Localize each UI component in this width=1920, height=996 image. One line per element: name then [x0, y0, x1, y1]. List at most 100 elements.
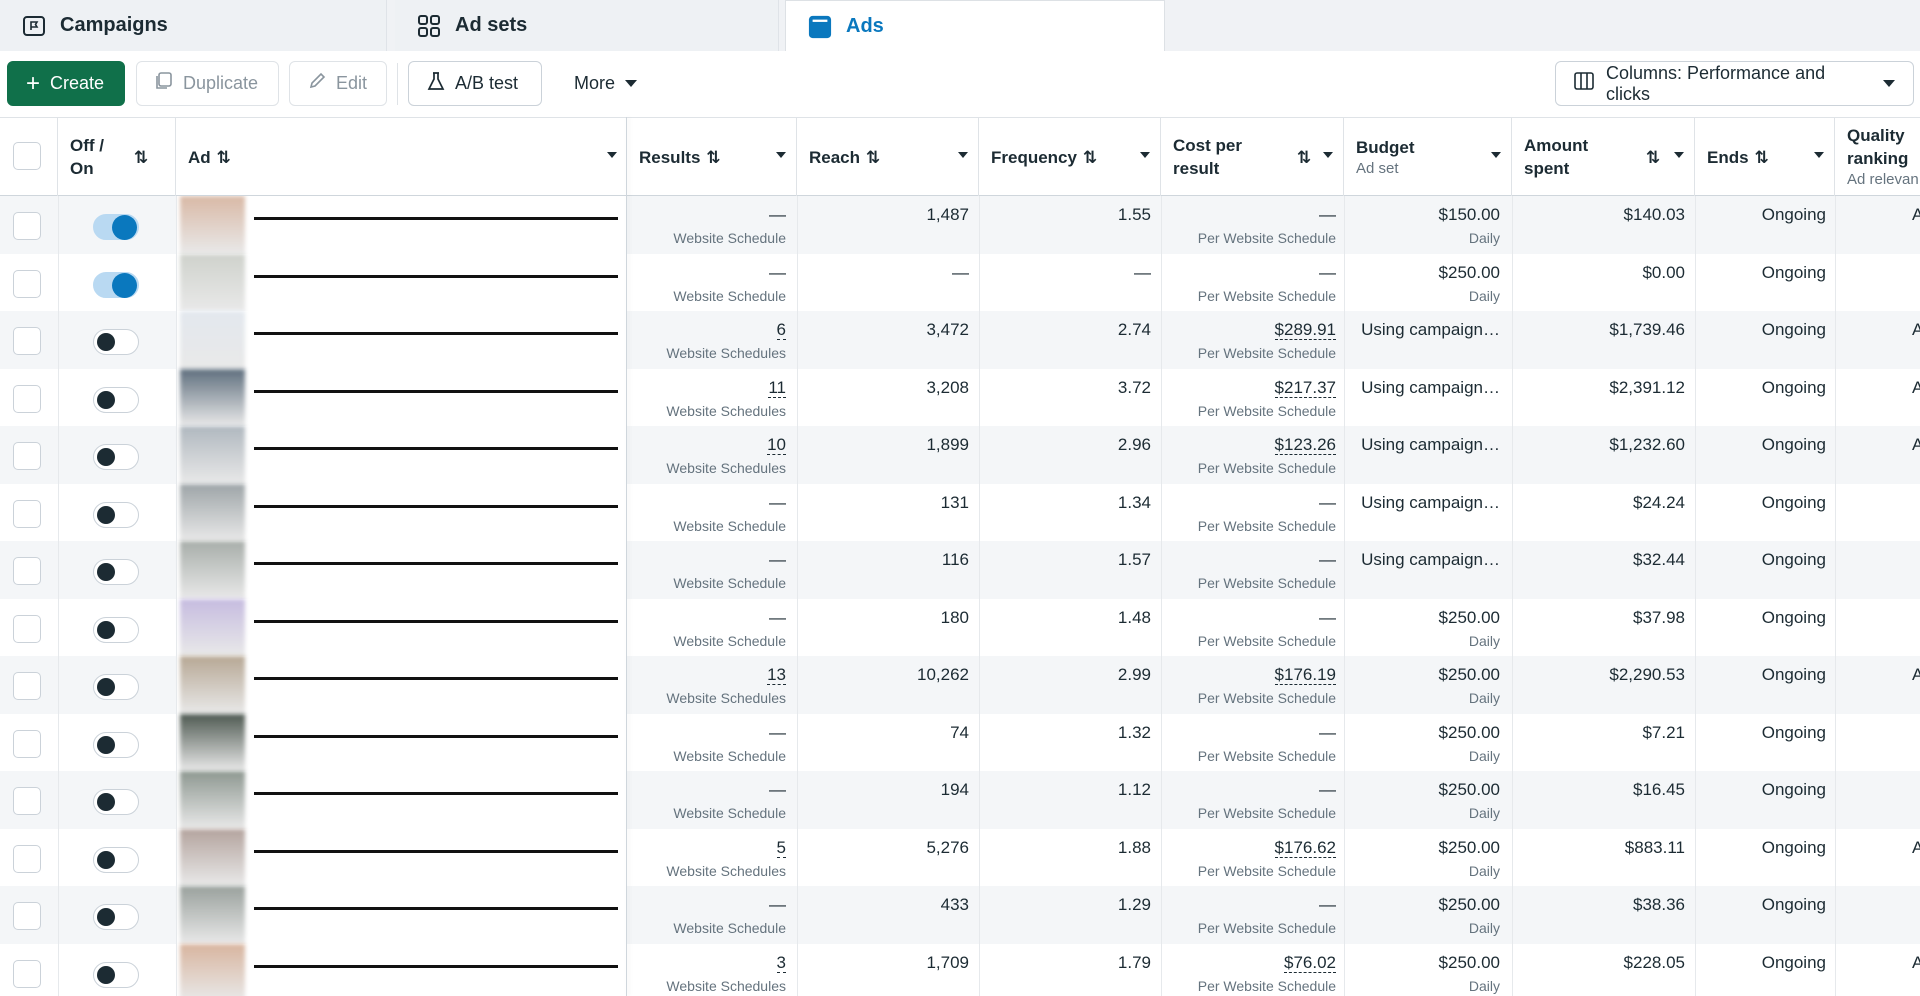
caret-down-icon[interactable]	[1674, 152, 1684, 158]
table-row[interactable]: — Website Schedule 194 1.12 — Per Websit…	[0, 771, 1920, 829]
row-checkbox[interactable]	[13, 212, 41, 240]
caret-down-icon[interactable]	[1814, 152, 1824, 158]
ad-status-toggle[interactable]	[93, 386, 139, 413]
row-checkbox[interactable]	[13, 499, 41, 528]
row-checkbox[interactable]	[13, 557, 41, 585]
ad-status-toggle[interactable]	[93, 444, 139, 470]
ab-test-button[interactable]: A/B test	[408, 61, 542, 106]
row-checkbox[interactable]	[13, 384, 41, 413]
col-quality-ranking[interactable]: Quality ranking Ad relevan	[1835, 118, 1920, 196]
caret-down-icon[interactable]	[607, 152, 617, 158]
ad-status-toggle[interactable]	[93, 961, 139, 988]
ad-name-cell[interactable]	[176, 426, 627, 484]
ad-status-toggle[interactable]	[93, 731, 139, 758]
results-value[interactable]: 13	[767, 665, 786, 685]
col-amount-spent[interactable]: Amount spent ⇅	[1512, 118, 1695, 196]
row-checkbox[interactable]	[13, 959, 41, 988]
col-cost-per-result[interactable]: Cost per result ⇅	[1161, 118, 1344, 196]
ad-name-cell[interactable]	[176, 598, 627, 656]
sort-icon[interactable]: ⇅	[216, 147, 231, 167]
ad-status-toggle[interactable]	[93, 846, 139, 873]
ad-status-toggle[interactable]	[93, 904, 139, 930]
col-results[interactable]: Results ⇅	[627, 118, 797, 196]
caret-down-icon[interactable]	[1491, 152, 1501, 158]
sort-icon[interactable]: ⇅	[1646, 147, 1661, 167]
results-value[interactable]: 5	[776, 837, 786, 858]
sort-icon[interactable]: ⇅	[134, 147, 149, 167]
cost-value[interactable]: $176.19	[1274, 665, 1336, 685]
ad-name-cell[interactable]	[176, 253, 627, 311]
col-ad[interactable]: Ad ⇅	[176, 118, 627, 196]
row-checkbox[interactable]	[13, 327, 41, 355]
tab-campaigns[interactable]: Campaigns	[0, 0, 387, 51]
row-checkbox[interactable]	[13, 844, 41, 873]
table-row[interactable]: 3 Website Schedules 1,709 1.79 $76.02 Pe…	[0, 943, 1920, 996]
edit-button[interactable]: Edit	[289, 61, 387, 106]
results-value[interactable]: 6	[776, 320, 786, 340]
col-off-on[interactable]: Off / On ⇅	[58, 118, 176, 196]
table-row[interactable]: — Website Schedule 116 1.57 — Per Websit…	[0, 541, 1920, 599]
ad-name-cell[interactable]	[176, 368, 627, 426]
results-value[interactable]: 3	[776, 952, 786, 973]
cost-value[interactable]: $76.02	[1284, 952, 1336, 973]
more-button[interactable]: More	[555, 61, 660, 106]
duplicate-button[interactable]: Duplicate	[136, 61, 279, 106]
col-reach[interactable]: Reach ⇅	[797, 118, 979, 196]
sort-icon[interactable]: ⇅	[866, 147, 881, 167]
row-checkbox[interactable]	[13, 729, 41, 758]
ad-status-toggle[interactable]	[93, 329, 139, 355]
ad-status-toggle[interactable]	[93, 559, 139, 585]
ad-name-cell[interactable]	[176, 311, 627, 369]
table-row[interactable]: 11 Website Schedules 3,208 3.72 $217.37 …	[0, 368, 1920, 426]
caret-down-icon[interactable]	[1140, 152, 1150, 158]
sort-icon[interactable]: ⇅	[1297, 147, 1312, 167]
ad-name-cell[interactable]	[176, 196, 627, 254]
caret-down-icon[interactable]	[958, 152, 968, 158]
table-row[interactable]: — Website Schedule 433 1.29 — Per Websit…	[0, 886, 1920, 944]
table-row[interactable]: — Website Schedule 131 1.34 — Per Websit…	[0, 483, 1920, 541]
sort-icon[interactable]: ⇅	[1082, 147, 1098, 167]
row-checkbox[interactable]	[13, 787, 41, 815]
table-row[interactable]: 13 Website Schedules 10,262 2.99 $176.19…	[0, 656, 1920, 714]
ad-name-cell[interactable]	[176, 828, 627, 886]
ad-status-toggle[interactable]	[93, 271, 139, 298]
col-ends[interactable]: Ends ⇅	[1695, 118, 1835, 196]
ad-name-cell[interactable]	[176, 713, 627, 771]
tab-ads[interactable]: Ads	[785, 0, 1165, 52]
sort-icon[interactable]: ⇅	[706, 147, 721, 167]
ad-status-toggle[interactable]	[93, 616, 139, 643]
ad-status-toggle[interactable]	[93, 674, 139, 700]
table-row[interactable]: — Website Schedule 180 1.48 — Per Websit…	[0, 598, 1920, 656]
caret-down-icon[interactable]	[776, 152, 786, 158]
table-row[interactable]: 6 Website Schedules 3,472 2.74 $289.91 P…	[0, 311, 1920, 369]
col-budget[interactable]: Budget Ad set	[1344, 118, 1512, 196]
select-all-checkbox[interactable]	[13, 142, 41, 170]
row-checkbox[interactable]	[13, 902, 41, 930]
ad-status-toggle[interactable]	[93, 789, 139, 815]
tab-ad-sets[interactable]: Ad sets	[395, 0, 779, 51]
table-row[interactable]: — Website Schedule 1,487 1.55 — Per Webs…	[0, 196, 1920, 254]
ad-status-toggle[interactable]	[93, 214, 139, 240]
cost-value[interactable]: $289.91	[1274, 320, 1336, 340]
ad-name-cell[interactable]	[176, 656, 627, 714]
cost-value[interactable]: $217.37	[1274, 377, 1336, 398]
create-button[interactable]: + Create	[7, 61, 125, 106]
row-checkbox[interactable]	[13, 442, 41, 470]
row-checkbox[interactable]	[13, 614, 41, 643]
table-row[interactable]: — Website Schedule 74 1.32 — Per Website…	[0, 713, 1920, 771]
results-value[interactable]: 11	[768, 377, 786, 398]
cost-value[interactable]: $176.62	[1274, 837, 1336, 858]
ad-name-cell[interactable]	[176, 943, 627, 996]
cost-value[interactable]: $123.26	[1274, 435, 1336, 455]
columns-dropdown[interactable]: Columns: Performance and clicks	[1555, 61, 1914, 106]
results-value[interactable]: 10	[767, 435, 786, 455]
ad-status-toggle[interactable]	[93, 501, 139, 528]
ad-name-cell[interactable]	[176, 886, 627, 944]
caret-down-icon[interactable]	[1323, 152, 1333, 158]
ad-name-cell[interactable]	[176, 483, 627, 541]
table-row[interactable]: 5 Website Schedules 5,276 1.88 $176.62 P…	[0, 828, 1920, 886]
col-frequency[interactable]: Frequency ⇅	[979, 118, 1161, 196]
table-row[interactable]: — Website Schedule — — — Per Website Sch…	[0, 253, 1920, 311]
sort-icon[interactable]: ⇅	[1754, 147, 1769, 167]
row-checkbox[interactable]	[13, 269, 41, 298]
